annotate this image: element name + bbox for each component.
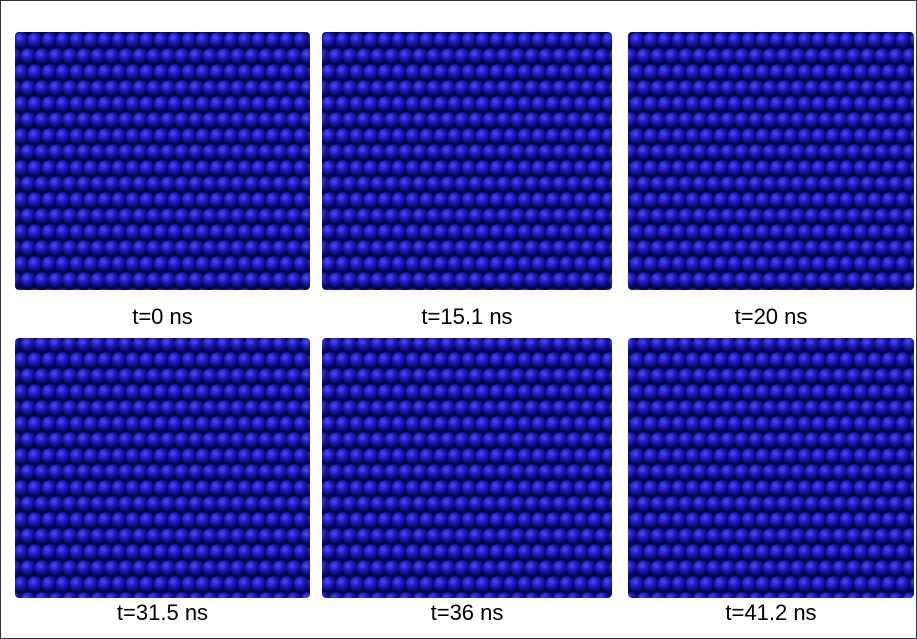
- panel-caption: t=31.5 ns: [117, 600, 208, 625]
- lattice-image: [15, 338, 310, 598]
- lattice-image: [628, 338, 914, 598]
- panel-caption: t=15.1 ns: [421, 304, 512, 329]
- lattice-image: [322, 338, 612, 598]
- panel-caption: t=20 ns: [735, 304, 808, 329]
- panel: t=31.5 ns: [15, 338, 310, 625]
- panel-caption: t=36 ns: [431, 600, 504, 625]
- lattice-image: [15, 32, 310, 290]
- panel-caption: t=41.2 ns: [725, 600, 816, 625]
- panel: t=0 ns: [15, 32, 310, 329]
- lattice-image: [628, 32, 914, 290]
- panel: t=20 ns: [628, 32, 914, 329]
- panel-caption: t=0 ns: [132, 304, 193, 329]
- panel: t=36 ns: [322, 338, 612, 625]
- panel: t=15.1 ns: [322, 32, 612, 329]
- lattice-image: [322, 32, 612, 290]
- figure: t=0 ns t=15.1 ns t=20 ns t=31.5 ns t=36 ns t=…: [0, 0, 917, 639]
- panel: t=41.2 ns: [628, 338, 914, 625]
